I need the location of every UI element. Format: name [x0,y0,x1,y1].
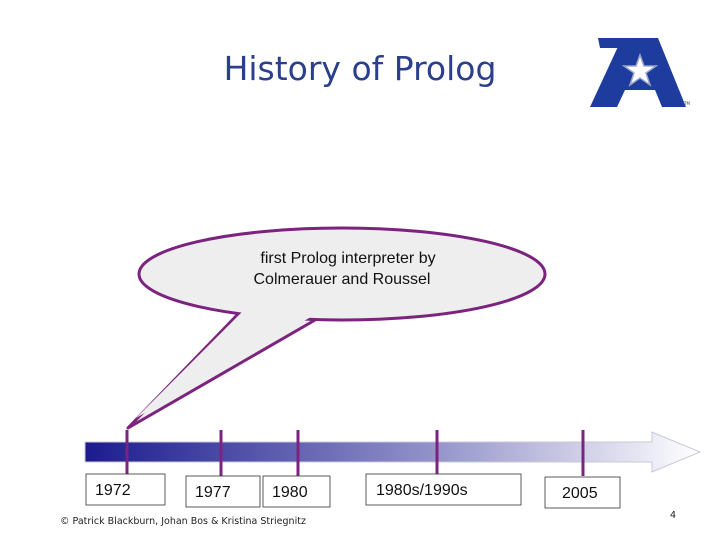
year-boxes [85,473,621,509]
slide-title: History of Prolog [224,49,497,88]
speech-bubble [126,226,547,430]
callout-line: first Prolog interpreter by [260,250,435,267]
timeline-arrow [84,431,702,473]
timeline-ticks [125,430,585,476]
svg-text:TM: TM [683,101,690,106]
year-label: 2005 [562,485,598,502]
logo: TM [590,38,690,107]
year-label: 1980s/1990s [376,482,468,499]
year-label: 1980 [272,484,308,501]
year-label: 1972 [95,482,131,499]
footer-credit: © Patrick Blackburn, Johan Bos & Kristin… [60,516,306,527]
callout-line: Colmerauer and Roussel [254,271,431,288]
year-label: 1977 [195,484,231,501]
page-number: 4 [670,510,676,521]
